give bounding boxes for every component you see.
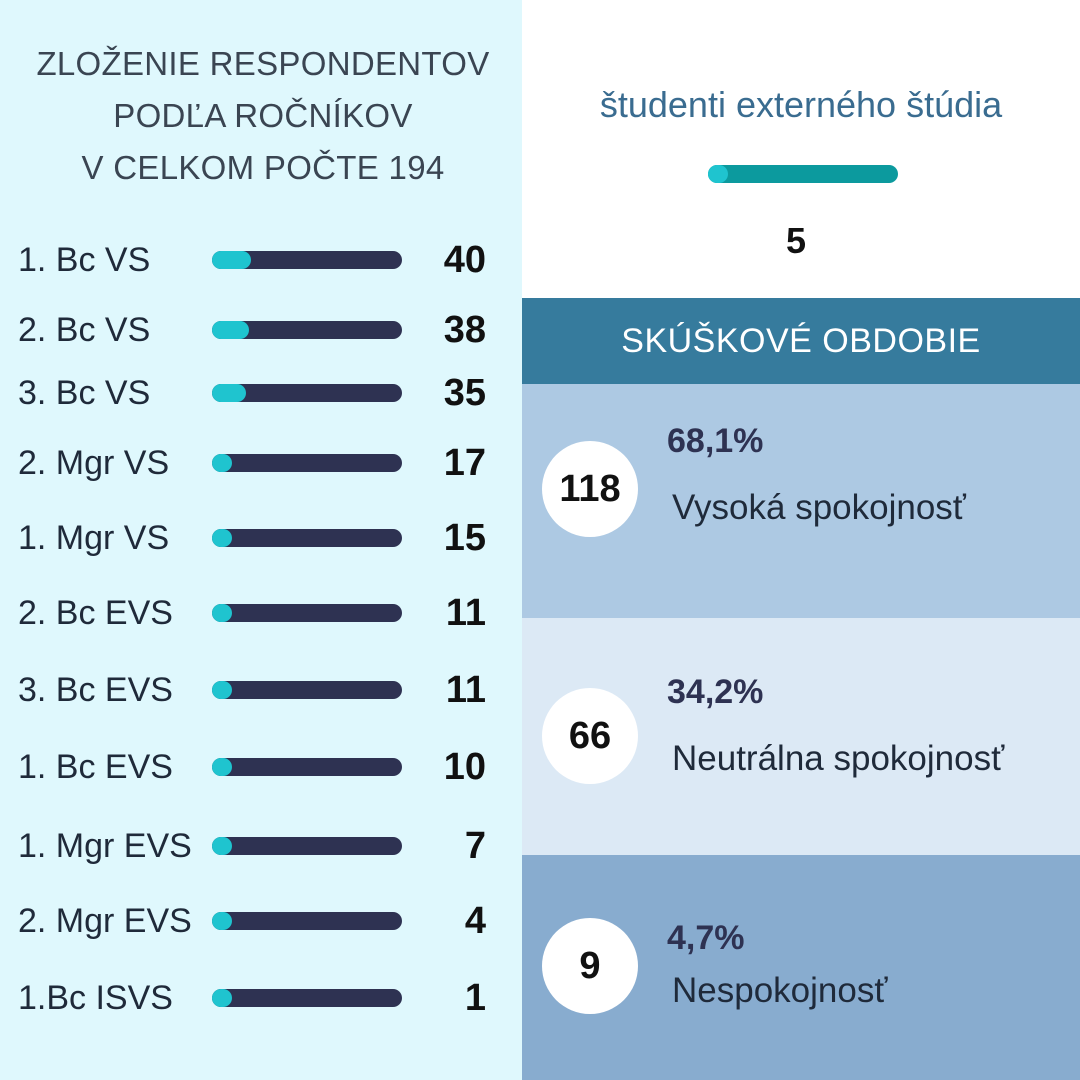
external-students-panel: študenti externého štúdia 5 — [522, 0, 1080, 298]
external-students-value: 5 — [785, 220, 807, 261]
bar — [212, 384, 247, 402]
bar-row: 3. Bc VS 35 — [0, 363, 522, 423]
bar-row: 1. Mgr EVS 7 — [0, 816, 522, 876]
bar-value-label: 1 — [464, 977, 486, 1019]
satisfaction-neutral-block: 66 34,2% Neutrálna spokojnosť — [522, 618, 1080, 855]
bar-track — [212, 989, 402, 1007]
bar — [212, 454, 232, 472]
satisfaction-high-label: Vysoká spokojnosť — [672, 488, 966, 527]
bar-track — [212, 454, 402, 472]
bar-track — [212, 384, 402, 402]
exam-period-header: SKÚŠKOVÉ OBDOBIE — [522, 298, 1080, 384]
bar-row: 1.Bc ISVS 1 — [0, 968, 522, 1028]
bar-value-label: 4 — [464, 900, 486, 942]
bar-value-label: 17 — [443, 442, 486, 484]
bar-row: 1. Bc VS 40 — [0, 230, 522, 290]
satisfaction-high-block: 118 68,1% Vysoká spokojnosť — [522, 384, 1080, 618]
bar-row: 1. Bc EVS 10 — [0, 737, 522, 797]
bar-value-label: 7 — [464, 825, 486, 867]
bar-label: 3. Bc EVS — [18, 671, 173, 709]
dissatisfaction-count: 9 — [542, 918, 638, 1014]
bar-label: 2. Bc VS — [18, 311, 151, 349]
bar-row: 2. Mgr EVS 4 — [0, 891, 522, 951]
bar-label: 2. Mgr VS — [18, 444, 170, 482]
bar-track — [212, 321, 402, 339]
title-line-3: V CELKOM POČTE 194 — [81, 149, 445, 186]
bar — [212, 758, 232, 776]
bar-label: 1. Mgr VS — [18, 519, 170, 557]
bar-value-label: 38 — [443, 309, 486, 351]
bar-row: 2. Bc VS 38 — [0, 300, 522, 360]
respondents-panel: ZLOŽENIE RESPONDENTOV PODĽA ROČNÍKOV V C… — [0, 0, 522, 1080]
bar-row: 3. Bc EVS 11 — [0, 660, 522, 720]
exam-period-title: SKÚŠKOVÉ OBDOBIE — [621, 322, 981, 360]
bar-track — [212, 604, 402, 622]
satisfaction-neutral-count: 66 — [542, 688, 638, 784]
bar-label: 2. Bc EVS — [18, 594, 173, 632]
external-students-bar-fill — [708, 165, 728, 183]
bar-track — [212, 758, 402, 776]
bar-row: 2. Mgr VS 17 — [0, 433, 522, 493]
dissatisfaction-percent: 4,7% — [667, 919, 745, 957]
bar — [212, 604, 232, 622]
chart-title: ZLOŽENIE RESPONDENTOV PODĽA ROČNÍKOV V C… — [8, 38, 518, 194]
satisfaction-neutral-label: Neutrálna spokojnosť — [672, 739, 1005, 778]
bar-value-label: 40 — [443, 239, 486, 281]
dissatisfaction-label: Nespokojnosť — [672, 971, 888, 1010]
satisfaction-high-percent: 68,1% — [667, 422, 764, 460]
bar — [212, 321, 250, 339]
bar-row: 2. Bc EVS 11 — [0, 583, 522, 643]
external-students-bar-track — [708, 165, 898, 183]
bar-track — [212, 681, 402, 699]
bar-value-label: 35 — [443, 372, 486, 414]
bar-value-label: 15 — [443, 517, 486, 559]
external-students-label: študenti externého štúdia — [599, 84, 1003, 125]
bar-value-label: 11 — [445, 669, 486, 711]
dissatisfaction-block: 9 4,7% Nespokojnosť — [522, 855, 1080, 1080]
bar-label: 1. Bc EVS — [18, 748, 173, 786]
bar-track — [212, 251, 402, 269]
satisfaction-high-count: 118 — [542, 441, 638, 537]
bar-value-label: 10 — [443, 746, 486, 788]
bar-label: 2. Mgr EVS — [18, 902, 192, 940]
title-line-1: ZLOŽENIE RESPONDENTOV — [36, 45, 490, 82]
bar — [212, 251, 252, 269]
bar-label: 1. Bc VS — [18, 241, 151, 279]
bar-label: 1. Mgr EVS — [18, 827, 192, 865]
bar-row: 1. Mgr VS 15 — [0, 508, 522, 568]
bar-label: 3. Bc VS — [18, 374, 151, 412]
bar — [212, 912, 232, 930]
bar — [212, 989, 232, 1007]
bar — [212, 529, 232, 547]
bar — [212, 837, 232, 855]
satisfaction-neutral-percent: 34,2% — [667, 673, 764, 711]
bar-label: 1.Bc ISVS — [18, 979, 173, 1017]
bar — [212, 681, 232, 699]
bar-track — [212, 837, 402, 855]
bar-value-label: 11 — [445, 592, 486, 634]
bar-track — [212, 912, 402, 930]
title-line-2: PODĽA ROČNÍKOV — [113, 97, 413, 134]
bar-track — [212, 529, 402, 547]
